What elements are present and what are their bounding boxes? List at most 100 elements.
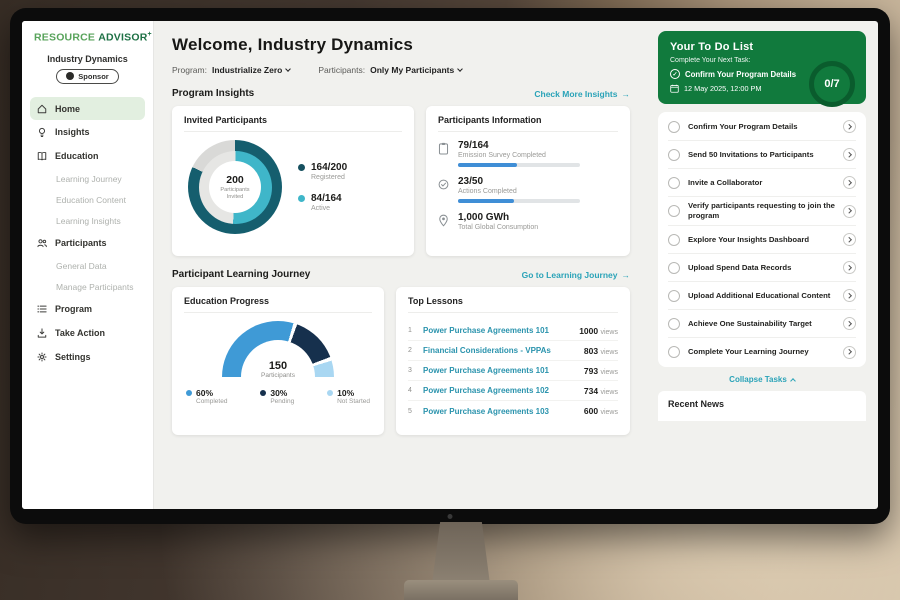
monitor-stand-neck xyxy=(432,522,490,584)
legend-dot xyxy=(260,390,267,396)
lesson-link[interactable]: Financial Considerations - VPPAs xyxy=(423,346,551,355)
calendar-icon xyxy=(670,84,679,93)
sidebar-nav: Home Insights Education Learning Journey… xyxy=(22,97,153,369)
top-lessons-title: Top Lessons xyxy=(408,296,618,313)
org-name: Industry Dynamics xyxy=(47,53,128,64)
chevron-down-icon xyxy=(457,66,464,72)
task-checkbox[interactable] xyxy=(668,346,680,358)
legend-dot xyxy=(186,390,192,396)
check-circle-icon: ✓ xyxy=(670,69,680,79)
page-title: Welcome, Industry Dynamics xyxy=(172,35,414,54)
sponsor-badge: Sponsor xyxy=(56,68,119,84)
chevron-right-icon[interactable] xyxy=(843,148,856,161)
sidebar-item-home[interactable]: Home xyxy=(30,97,145,120)
chevron-right-icon[interactable] xyxy=(843,317,856,330)
task-checkbox[interactable] xyxy=(668,176,680,189)
sidebar-item-take-action[interactable]: Take Action xyxy=(22,321,153,345)
lesson-link[interactable]: Power Purchase Agreements 102 xyxy=(423,386,549,395)
lesson-link[interactable]: Power Purchase Agreements 101 xyxy=(423,366,549,375)
program-filter-dropdown[interactable]: Industrialize Zero xyxy=(212,65,292,75)
actions-completed-progress-bar xyxy=(458,199,580,203)
check-more-insights-link[interactable]: Check More Insights → xyxy=(534,88,630,99)
todo-title: Your To Do List xyxy=(670,41,754,53)
sidebar-item-education-content[interactable]: Education Content xyxy=(56,194,126,205)
chevron-right-icon[interactable] xyxy=(843,120,856,133)
chevron-right-icon[interactable] xyxy=(843,176,856,189)
collapse-tasks-link[interactable]: Collapse Tasks xyxy=(658,375,866,384)
task-checkbox[interactable] xyxy=(668,233,680,246)
sidebar: RESOURCE ADVISOR+ Industry Dynamics Spon… xyxy=(22,21,154,509)
lesson-link[interactable]: Power Purchase Agreements 101 xyxy=(423,326,549,335)
task-row-upload-educational-content[interactable]: Upload Additional Educational Content xyxy=(668,282,856,310)
education-progress-title: Education Progress xyxy=(184,296,372,313)
task-row-achieve-target[interactable]: Achieve One Sustainability Target xyxy=(668,310,856,338)
participants-filter: Participants: Only My Participants xyxy=(318,65,464,75)
gear-icon xyxy=(36,351,48,363)
logo-advisor: ADVISOR xyxy=(98,31,148,44)
task-checkbox[interactable] xyxy=(668,148,680,161)
task-row-invite-collaborator[interactable]: Invite a Collaborator xyxy=(668,169,856,197)
donut-center-label: Participants Invited xyxy=(220,186,250,200)
legend-dot xyxy=(298,195,305,202)
donut-center-value: 200 xyxy=(226,173,244,186)
top-lessons-card: Top Lessons 1 Power Purchase Agreements … xyxy=(396,287,630,435)
gauge-center-label: Participants xyxy=(261,372,295,379)
task-checkbox[interactable] xyxy=(668,120,680,133)
task-row-explore-insights[interactable]: Explore Your Insights Dashboard xyxy=(668,226,856,254)
participants-filter-dropdown[interactable]: Only My Participants xyxy=(370,65,464,75)
check-circle-icon xyxy=(438,178,450,203)
education-progress-card: Education Progress 150 Participants xyxy=(172,287,384,435)
task-checkbox[interactable] xyxy=(668,261,680,274)
lesson-row-2: 2 Financial Considerations - VPPAs 803 v… xyxy=(408,341,618,361)
info-row-global-consumption: 1,000 GWh Total Global Consumption xyxy=(438,212,618,231)
chevron-right-icon[interactable] xyxy=(843,289,856,302)
task-row-verify-participants[interactable]: Verify participants requesting to join t… xyxy=(668,197,856,226)
task-checkbox[interactable] xyxy=(668,289,680,302)
sidebar-item-settings[interactable]: Settings xyxy=(22,345,153,369)
home-icon xyxy=(36,103,48,115)
donut-legend: 164/200 Registered 84/164 Active xyxy=(298,162,347,212)
program-filter-label: Program: xyxy=(172,65,207,75)
sidebar-item-education[interactable]: Education xyxy=(22,144,153,168)
org-block: Industry Dynamics Sponsor xyxy=(22,54,153,86)
monitor-frame: RESOURCE ADVISOR+ Industry Dynamics Spon… xyxy=(10,8,890,524)
info-row-actions-completed: 23/50 Actions Completed xyxy=(438,176,618,203)
sidebar-item-program[interactable]: Program xyxy=(22,297,153,321)
legend-not-started: 10% Not Started xyxy=(327,388,370,405)
filters-row: Program: Industrialize Zero Participants… xyxy=(172,65,630,75)
legend-dot xyxy=(327,390,334,396)
education-progress-gauge-chart: 150 Participants xyxy=(222,321,334,379)
sidebar-item-manage-participants[interactable]: Manage Participants xyxy=(56,281,134,292)
recent-news-header[interactable]: Recent News xyxy=(658,391,866,421)
task-checkbox[interactable] xyxy=(668,317,680,330)
sidebar-item-learning-insights[interactable]: Learning Insights xyxy=(56,215,121,226)
chevron-right-icon[interactable] xyxy=(843,233,856,246)
sidebar-item-general-data[interactable]: General Data xyxy=(56,260,107,271)
task-row-confirm-program[interactable]: Confirm Your Program Details xyxy=(668,113,856,141)
chevron-right-icon[interactable] xyxy=(843,261,856,274)
task-row-send-invitations[interactable]: Send 50 Invitations to Participants xyxy=(668,141,856,169)
task-row-complete-learning-journey[interactable]: Complete Your Learning Journey xyxy=(668,338,856,366)
task-checkbox[interactable] xyxy=(668,205,680,217)
app-logo: RESOURCE ADVISOR+ xyxy=(22,31,153,44)
legend-completed: 60% Completed xyxy=(186,388,227,405)
learning-journey-header: Participant Learning Journey Go to Learn… xyxy=(172,269,630,280)
monitor-stand-base xyxy=(404,580,518,600)
main-content: Welcome, Industry Dynamics Program: Indu… xyxy=(154,21,646,509)
chevron-right-icon[interactable] xyxy=(843,204,856,218)
legend-active: 84/164 Active xyxy=(298,193,347,212)
dashboard-screen: RESOURCE ADVISOR+ Industry Dynamics Spon… xyxy=(22,21,878,509)
participants-filter-label: Participants: xyxy=(318,65,366,75)
go-to-learning-journey-link[interactable]: Go to Learning Journey → xyxy=(521,269,630,280)
todo-panel: Your To Do List Complete Your Next Task:… xyxy=(646,21,878,509)
chevron-right-icon[interactable] xyxy=(843,345,856,359)
program-insights-cards: Invited Participants 200 Participants In… xyxy=(172,106,630,256)
logo-plus: + xyxy=(147,31,152,38)
sidebar-item-participants[interactable]: Participants xyxy=(22,231,153,255)
participants-information-card: Participants Information 79/164 Emission… xyxy=(426,106,630,256)
sidebar-item-insights[interactable]: Insights xyxy=(22,120,153,144)
lesson-link[interactable]: Power Purchase Agreements 103 xyxy=(423,406,549,416)
task-row-upload-spend-data[interactable]: Upload Spend Data Records xyxy=(668,254,856,282)
sidebar-item-learning-journey[interactable]: Learning Journey xyxy=(56,173,122,184)
